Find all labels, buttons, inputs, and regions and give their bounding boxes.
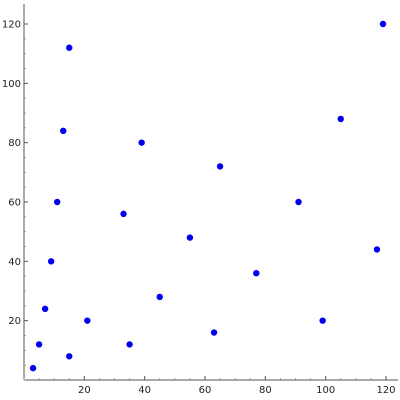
x-tick-label: 80 — [259, 385, 272, 396]
scatter-point — [253, 270, 260, 277]
y-tick-label: 80 — [8, 138, 21, 149]
scatter-point — [379, 20, 387, 28]
data-points — [29, 20, 387, 372]
x-tick-label: 40 — [138, 385, 151, 396]
scatter-point — [156, 293, 163, 301]
ticks — [23, 23, 387, 381]
scatter-point — [66, 44, 73, 51]
scatter-point — [53, 198, 61, 206]
y-tick-label: 20 — [8, 316, 21, 327]
x-tick-label: 100 — [316, 385, 335, 396]
y-tick-label: 60 — [8, 198, 21, 209]
scatter-point — [216, 163, 224, 170]
y-tick-label: 40 — [8, 257, 21, 268]
scatter-point — [120, 210, 127, 218]
scatter-point — [47, 258, 55, 265]
scatter-point — [210, 329, 218, 336]
scatter-point — [295, 198, 302, 206]
scatter-point — [138, 139, 145, 146]
scatter-point — [126, 341, 133, 348]
y-tick-label: 120 — [2, 20, 21, 31]
scatter-point — [84, 317, 91, 324]
scatter-point — [186, 234, 194, 241]
axes — [23, 4, 398, 381]
scatter-point — [337, 115, 344, 123]
x-tick-label: 60 — [199, 385, 212, 396]
x-tick-label: 20 — [78, 385, 91, 396]
scatter-point — [373, 246, 381, 253]
scatter-point — [29, 364, 37, 372]
scatter-point — [66, 353, 73, 360]
scatter-point — [41, 305, 49, 312]
y-tick-label: 100 — [2, 79, 21, 90]
scatter-point — [60, 127, 67, 134]
tick-labels: 20 40 60 80 100 120 20 40 60 80 100 120 — [2, 20, 396, 397]
scatter-point — [35, 341, 43, 348]
x-tick-label: 120 — [376, 385, 395, 396]
scatter-point — [319, 317, 326, 324]
